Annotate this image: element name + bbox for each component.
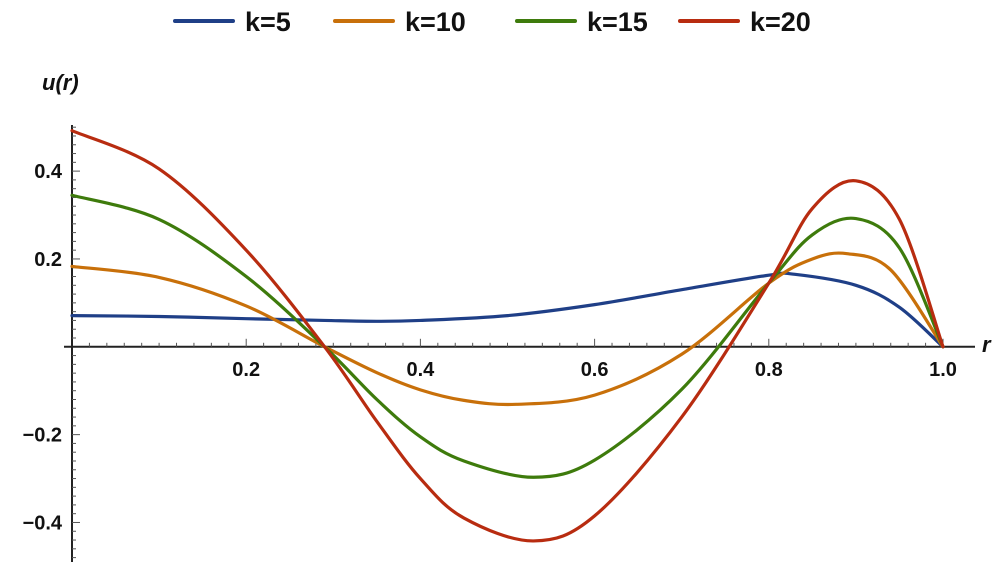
y-tick-label: −0.2 xyxy=(23,425,62,447)
x-axis-label: r xyxy=(982,332,992,357)
x-tick-label: 0.4 xyxy=(406,359,435,381)
series-lines xyxy=(70,129,945,543)
y-tick-label: 0.2 xyxy=(34,249,62,271)
x-tick-label: 0.2 xyxy=(232,359,260,381)
series-line-k-10 xyxy=(70,251,945,407)
series-line-k-5 xyxy=(70,271,945,349)
legend-label-k-5: k=5 xyxy=(245,7,291,37)
legend: k=5 k=10 k=15 k=20 xyxy=(173,7,811,37)
series-line-k-15 xyxy=(70,193,945,479)
y-tick-label: −0.4 xyxy=(23,512,63,534)
legend-label-k-15: k=15 xyxy=(587,7,648,37)
x-tick-label: 0.6 xyxy=(581,359,609,381)
x-tick-label: 1.0 xyxy=(929,359,957,381)
ticks: 0.2 0.4 0.6 0.8 1.0 −0.4 −0.2 0.2 0.4 xyxy=(23,126,957,559)
series-line-k-20 xyxy=(70,129,945,543)
x-tick-label: 0.8 xyxy=(755,359,783,381)
y-tick-label: 0.4 xyxy=(34,161,63,183)
legend-label-k-20: k=20 xyxy=(750,7,811,37)
legend-label-k-10: k=10 xyxy=(405,7,466,37)
y-axis-label: u(r) xyxy=(42,70,79,95)
